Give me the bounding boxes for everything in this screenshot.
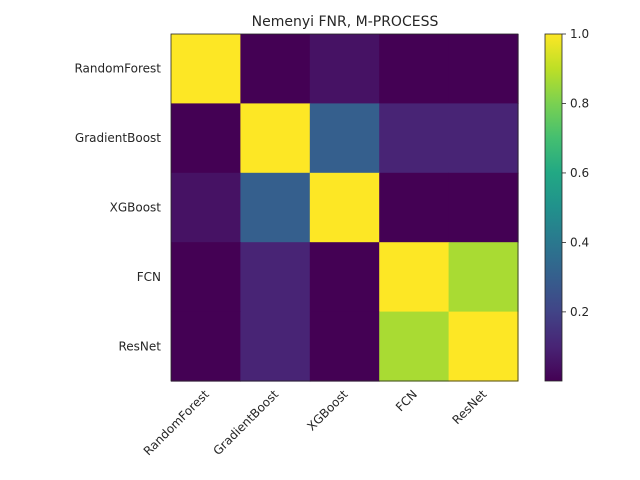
colorbar-tick-label: 1.0 xyxy=(570,27,589,41)
heatmap-cell-2-4 xyxy=(448,172,519,243)
heatmap-cell-1-2 xyxy=(309,103,380,174)
heatmap-cell-3-1 xyxy=(240,242,311,313)
colorbar-tick-label: 0.8 xyxy=(570,96,589,110)
colorbar-tick-label: 0.4 xyxy=(570,235,589,249)
row-tick-label: XGBoost xyxy=(110,201,162,215)
heatmap-cell-4-3 xyxy=(379,311,450,382)
heatmap-cell-0-4 xyxy=(448,34,519,104)
heatmap-cell-2-0 xyxy=(171,172,241,243)
column-tick-label: ResNet xyxy=(449,387,489,427)
colorbar-tick-label: 0.6 xyxy=(570,166,589,180)
heatmap-cell-0-0 xyxy=(171,34,241,104)
plot-frame xyxy=(170,33,519,382)
colorbar-gradient xyxy=(544,33,563,382)
heatmap-cell-3-2 xyxy=(309,242,380,313)
heatmap-cell-4-2 xyxy=(309,311,380,382)
heatmap-cell-2-2 xyxy=(309,172,380,243)
column-tick-label: GradientBoost xyxy=(210,387,281,458)
heatmap-cell-0-3 xyxy=(379,34,450,104)
row-tick-label: ResNet xyxy=(119,339,162,353)
heatmap-cell-1-4 xyxy=(448,103,519,174)
row-tick-label: FCN xyxy=(137,270,161,284)
row-tick-labels: RandomForest GradientBoost XGBoost FCN ResNe… xyxy=(74,62,161,354)
row-tick-label: GradientBoost xyxy=(75,131,161,145)
heatmap-cell-0-2 xyxy=(309,34,380,104)
heatmap-cell-1-3 xyxy=(379,103,450,174)
heatmap-cell-4-4 xyxy=(448,311,519,382)
column-tick-label: XGBoost xyxy=(304,387,350,433)
heatmap-cell-0-1 xyxy=(240,34,311,104)
heatmap-cell-1-1 xyxy=(240,103,311,174)
heatmap-cell-4-1 xyxy=(240,311,311,382)
heatmap-cell-3-3 xyxy=(379,242,450,313)
column-tick-label: FCN xyxy=(393,387,420,414)
heatmap-cell-3-4 xyxy=(448,242,519,313)
colorbar-tick-label: 0.2 xyxy=(570,305,589,319)
heatmap-cell-1-0 xyxy=(171,103,241,174)
heatmap-cell-3-0 xyxy=(171,242,241,313)
colorbar: 0.2 0.4 0.6 0.8 1.0 xyxy=(544,27,589,382)
row-tick-label: RandomForest xyxy=(74,62,161,76)
heatmap-cell-2-1 xyxy=(240,172,311,243)
heatmap-cell-4-0 xyxy=(171,311,241,382)
heatmap-cells xyxy=(171,34,519,382)
heatmap-cell-2-3 xyxy=(379,172,450,243)
column-tick-label: RandomForest xyxy=(141,387,212,458)
chart-title: Nemenyi FNR, M-PROCESS xyxy=(252,14,439,30)
